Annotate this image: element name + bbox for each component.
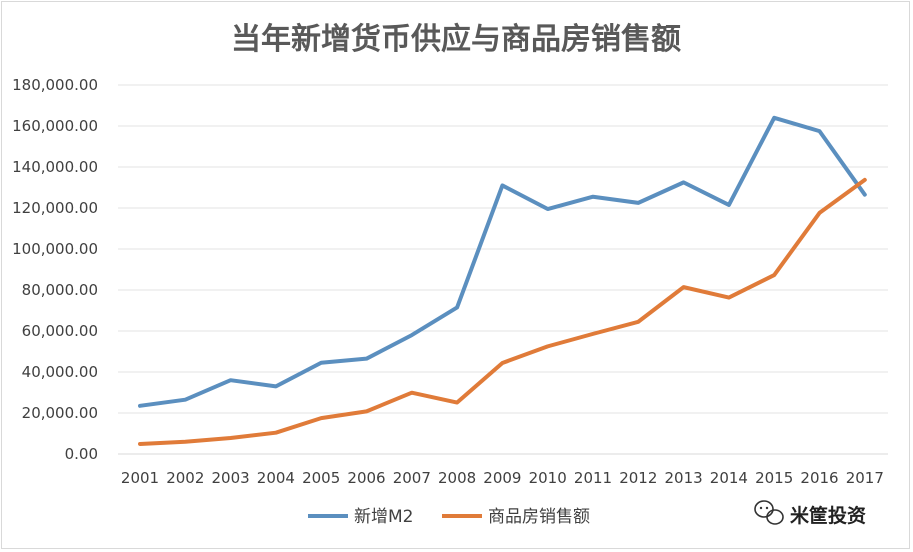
y-tick-label: 160,000.00 bbox=[12, 117, 98, 135]
x-tick-label: 2010 bbox=[529, 469, 567, 487]
x-axis-ticks: 2001 2002 2003 2004 2005 2006 2007 2008 2009 2010… bbox=[121, 469, 884, 487]
series-line-2 bbox=[138, 177, 867, 446]
x-tick-label: 2008 bbox=[438, 469, 476, 487]
x-tick-label: 2012 bbox=[619, 469, 657, 487]
x-tick-label: 2016 bbox=[800, 469, 838, 487]
series-lines bbox=[138, 115, 867, 446]
x-tick-label: 2014 bbox=[710, 469, 748, 487]
x-tick-label: 2004 bbox=[257, 469, 295, 487]
y-tick-label: 40,000.00 bbox=[22, 363, 98, 381]
y-tick-label: 120,000.00 bbox=[12, 199, 98, 217]
watermark-text: 米筐投资 bbox=[790, 504, 866, 527]
y-tick-label: 140,000.00 bbox=[12, 158, 98, 176]
y-tick-label: 0.00 bbox=[65, 445, 98, 463]
y-tick-label: 80,000.00 bbox=[22, 281, 98, 299]
x-tick-label: 2013 bbox=[665, 469, 703, 487]
wechat-icon bbox=[754, 500, 784, 525]
chart-title: 当年新增货币供应与商品房销售额 bbox=[231, 22, 681, 57]
x-tick-label: 2003 bbox=[212, 469, 250, 487]
legend-label: 商品房销售额 bbox=[488, 507, 590, 527]
y-axis-ticks: 0.00 20,000.00 40,000.00 60,000.00 80,000.00… bbox=[12, 76, 98, 463]
x-tick-label: 2009 bbox=[483, 469, 521, 487]
y-tick-label: 20,000.00 bbox=[22, 404, 98, 422]
x-tick-label: 2017 bbox=[846, 469, 884, 487]
x-tick-label: 2002 bbox=[166, 469, 204, 487]
legend-label: 新增M2 bbox=[354, 507, 413, 527]
y-tick-label: 60,000.00 bbox=[22, 322, 98, 340]
gridlines bbox=[118, 84, 888, 455]
legend: 新增M2 商品房销售额 bbox=[308, 507, 590, 527]
x-tick-label: 2005 bbox=[302, 469, 340, 487]
x-tick-label: 2001 bbox=[121, 469, 159, 487]
x-tick-label: 2015 bbox=[755, 469, 793, 487]
watermark: 米筐投资 bbox=[754, 500, 866, 527]
x-tick-label: 2007 bbox=[393, 469, 431, 487]
x-tick-label: 2006 bbox=[347, 469, 385, 487]
x-tick-label: 2011 bbox=[574, 469, 612, 487]
y-tick-label: 100,000.00 bbox=[12, 240, 98, 258]
y-tick-label: 180,000.00 bbox=[12, 76, 98, 94]
